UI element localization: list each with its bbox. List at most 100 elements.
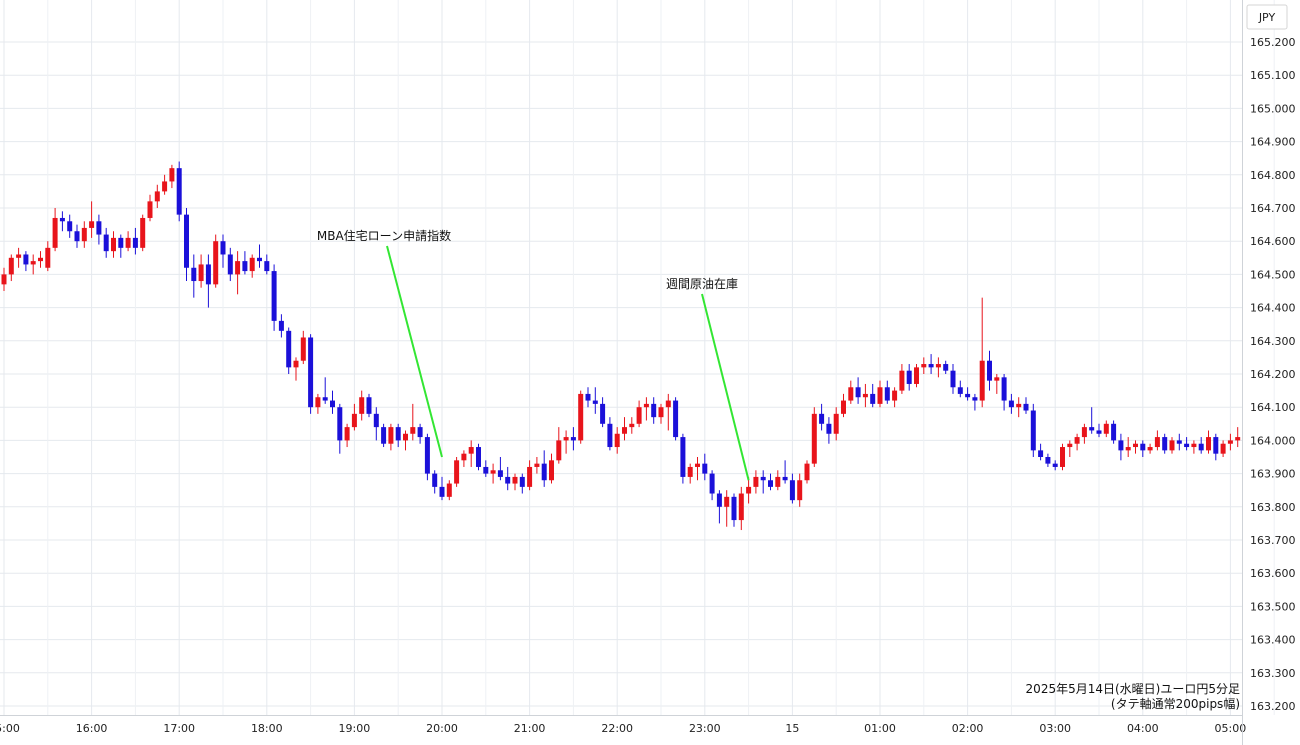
candle-body <box>622 427 627 434</box>
candle <box>373 407 379 441</box>
candle <box>680 433 686 484</box>
candle <box>271 264 277 331</box>
candle <box>862 383 868 408</box>
candle-body <box>892 390 898 401</box>
candle-body <box>23 254 29 265</box>
candle-body <box>1016 403 1022 408</box>
currency-label-box: JPY <box>1246 4 1288 30</box>
candle-body <box>1052 463 1058 467</box>
candle <box>140 214 146 252</box>
candle-body <box>235 261 241 275</box>
candle <box>454 457 460 487</box>
candle-body <box>1038 450 1044 457</box>
candle <box>578 390 584 444</box>
candle-body <box>716 493 722 507</box>
candle-body <box>1140 443 1146 451</box>
candle-body <box>162 181 168 192</box>
candle <box>716 490 722 524</box>
event-annotation: MBA住宅ローン申請指数 <box>317 228 451 458</box>
candle <box>497 457 503 481</box>
candle-body <box>1001 377 1007 401</box>
candle <box>162 174 168 195</box>
candle <box>213 234 219 288</box>
candle <box>738 486 744 531</box>
candle-body <box>8 257 14 275</box>
candle <box>395 423 401 448</box>
candle-body <box>994 377 1000 381</box>
candle <box>1206 430 1211 454</box>
y-tick-label: 164.400 <box>1250 302 1296 315</box>
candle <box>1030 403 1036 457</box>
candle <box>556 427 562 464</box>
candle-body <box>972 397 978 401</box>
y-tick-label: 164.500 <box>1250 268 1296 281</box>
candle <box>242 251 248 275</box>
candle <box>1198 437 1204 454</box>
candle <box>892 387 898 408</box>
candle <box>125 231 131 252</box>
annotation-line <box>386 245 443 458</box>
candle-body <box>629 423 635 428</box>
candle-body <box>432 473 438 487</box>
candle <box>154 184 160 208</box>
candle <box>417 423 423 444</box>
x-tick-label: 15 <box>785 722 799 735</box>
candle <box>943 360 949 374</box>
candle-body <box>315 397 321 408</box>
candle-body <box>1067 443 1073 448</box>
candle-body <box>337 407 343 441</box>
y-tick-label: 163.700 <box>1250 534 1296 547</box>
candle-body <box>643 403 649 408</box>
candle <box>1111 420 1117 444</box>
candle <box>410 403 416 441</box>
y-tick-label: 164.700 <box>1250 202 1296 215</box>
candle-body <box>724 496 730 507</box>
candle <box>169 164 175 189</box>
candle <box>1154 430 1160 451</box>
candle-body <box>738 493 744 521</box>
candle-body <box>680 437 686 477</box>
candle-body <box>1008 400 1014 408</box>
candle-body <box>16 254 22 258</box>
candle-body <box>140 217 146 248</box>
candle <box>1169 437 1175 454</box>
candle <box>1052 460 1058 471</box>
candle <box>585 387 591 408</box>
candle <box>1001 374 1007 411</box>
candle-body <box>884 387 890 401</box>
candle-body <box>1111 423 1117 441</box>
y-tick-label: 164.800 <box>1250 169 1296 182</box>
candle <box>1235 427 1241 448</box>
candle <box>1220 440 1226 457</box>
candle <box>468 440 474 467</box>
y-tick-label: 164.000 <box>1250 434 1296 447</box>
candle-body <box>1118 440 1124 451</box>
candle-body <box>395 427 401 441</box>
candle <box>519 473 525 494</box>
grid-lines <box>0 0 1275 715</box>
candle-body <box>870 393 876 404</box>
candle-body <box>1154 437 1160 448</box>
candle <box>74 224 80 248</box>
candle-body <box>709 473 715 494</box>
candle <box>23 251 29 272</box>
annotation-label: 週間原油在庫 <box>666 277 738 291</box>
candle-body <box>476 447 481 467</box>
candle <box>184 208 189 282</box>
candle <box>848 380 854 404</box>
candle <box>833 407 839 441</box>
y-tick-label: 163.600 <box>1250 567 1296 580</box>
candle <box>607 417 613 451</box>
candle-body <box>154 191 160 202</box>
candle-body <box>899 370 905 391</box>
candle-body <box>965 393 971 398</box>
y-tick-label: 164.200 <box>1250 368 1296 381</box>
candle <box>979 297 985 408</box>
candle <box>1213 433 1219 461</box>
candle-body <box>943 364 949 371</box>
candle-body <box>1206 437 1211 451</box>
candle-body <box>614 433 620 448</box>
candle <box>1103 420 1109 438</box>
candle-body <box>1089 427 1095 431</box>
